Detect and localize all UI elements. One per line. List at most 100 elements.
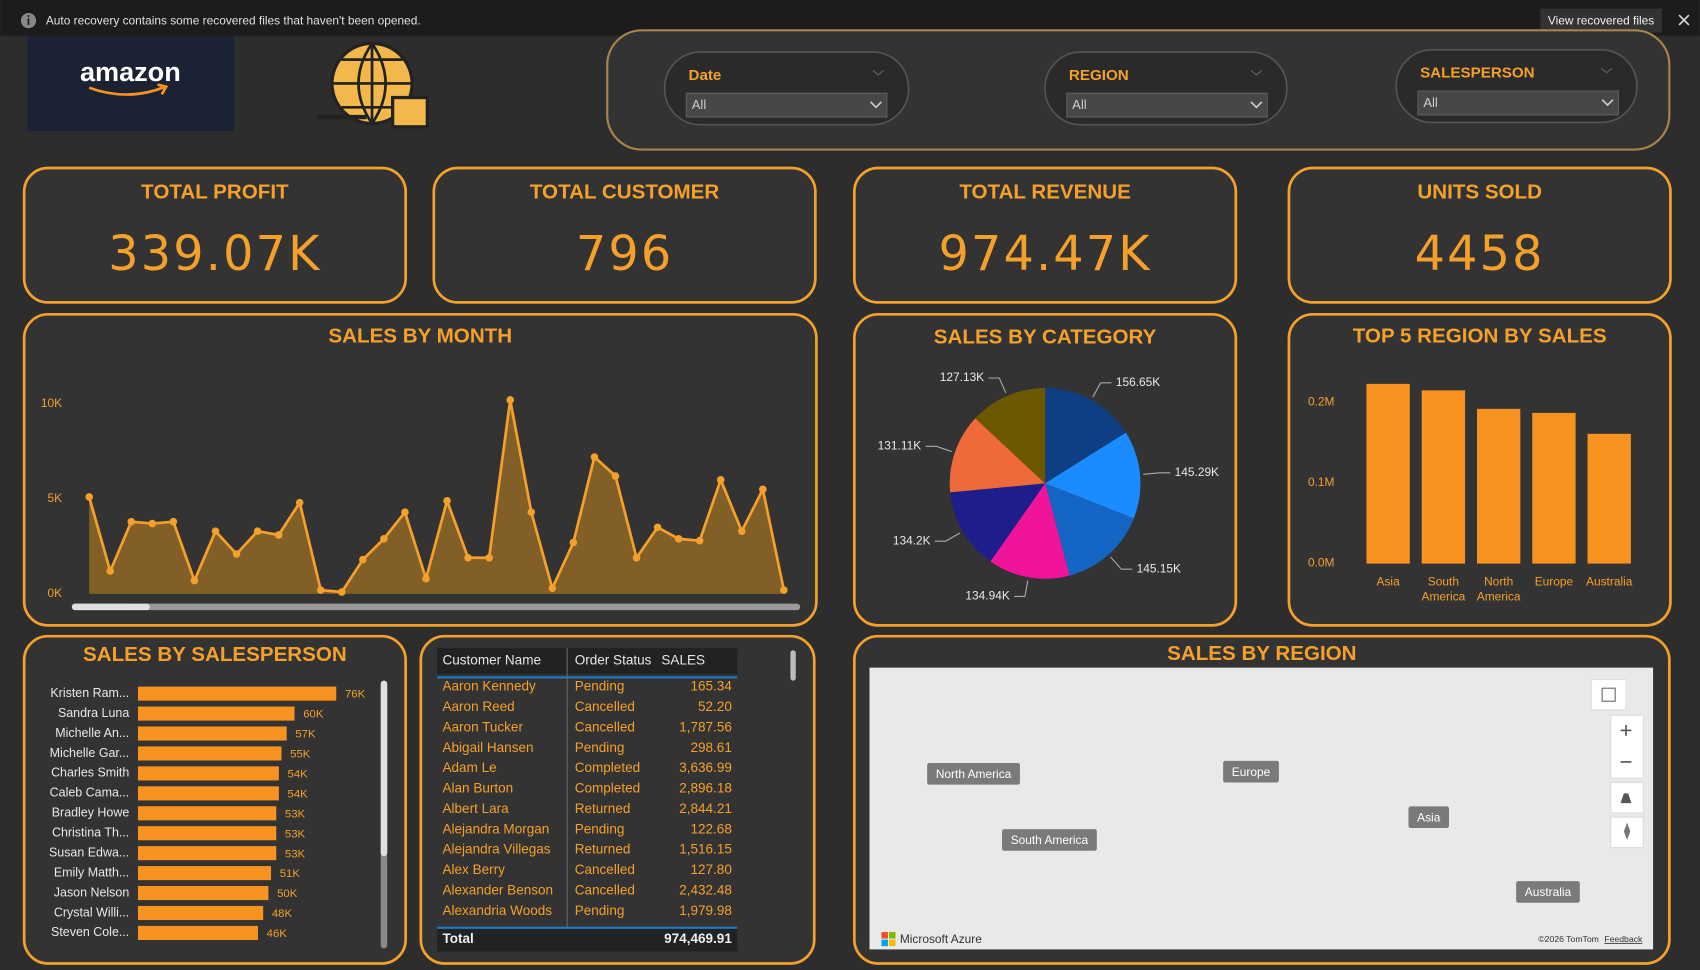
map-control[interactable]	[1610, 781, 1644, 814]
scroll-thumb[interactable]	[71, 603, 150, 611]
tilt-icon	[1620, 793, 1632, 804]
cell: 122.68	[690, 821, 731, 836]
cell: Aaron Kennedy	[442, 679, 536, 694]
filter-chevron	[1600, 67, 1613, 74]
kpi-title: TOTAL PROFIT	[141, 180, 289, 203]
bar	[1476, 408, 1521, 564]
cell: Returned	[575, 801, 631, 816]
kpi-title: TOTAL CUSTOMER	[530, 180, 720, 203]
point	[737, 527, 746, 535]
total-value: 974,469.91	[664, 931, 732, 946]
cell: 127.80	[690, 862, 731, 877]
close-icon[interactable]	[1678, 14, 1690, 26]
filter-chevron	[872, 70, 884, 76]
y-tick-label: 10K	[41, 396, 62, 410]
pie-slice	[1045, 483, 1134, 576]
y-tick-label: Caleb Cama...	[50, 786, 130, 800]
cell: Alexander Benson	[442, 882, 553, 897]
cell: 2,844.21	[679, 801, 732, 816]
cell: Aaron Tucker	[442, 719, 523, 734]
region-marker[interactable]	[1002, 829, 1097, 851]
x-tick-label: Europe	[1534, 575, 1574, 589]
filter-value[interactable]: All	[692, 97, 707, 112]
y-tick-label: 0.2M	[1308, 395, 1334, 409]
kpi-card	[1287, 166, 1672, 304]
bar	[1421, 390, 1466, 564]
leader-line	[1110, 556, 1133, 570]
filter-dropdown[interactable]	[1417, 90, 1619, 116]
cell: Abigail Hansen	[442, 740, 533, 755]
cell: Cancelled	[575, 862, 635, 877]
region-label[interactable]: Australia	[1525, 885, 1572, 899]
bar	[137, 746, 282, 761]
line	[87, 398, 786, 594]
point	[485, 553, 493, 562]
bar	[137, 925, 258, 940]
recover-button-label[interactable]: View recovered files	[1548, 13, 1654, 27]
y-tick-label: Kristen Ram...	[50, 686, 129, 700]
leader-line	[1092, 382, 1112, 398]
cell: 2,896.18	[679, 781, 732, 796]
kpi-value: 339.07K	[108, 227, 321, 282]
map-area[interactable]	[869, 667, 1654, 950]
region-marker[interactable]	[1516, 881, 1580, 903]
map-control[interactable]	[1590, 679, 1627, 711]
data-label: 48K	[272, 908, 293, 920]
chart-title: TOP 5 REGION BY SALES	[1353, 324, 1607, 347]
region-marker[interactable]	[1408, 806, 1450, 829]
info-icon-bar	[27, 18, 30, 25]
column-header: Customer Name	[442, 653, 541, 668]
pie-slice	[975, 388, 1046, 484]
dropdown-chevron	[1250, 101, 1263, 109]
region-marker[interactable]	[1223, 760, 1279, 783]
cell: 52.20	[698, 699, 732, 714]
bar	[1587, 433, 1631, 564]
cell: 165.34	[690, 679, 732, 694]
y-tick-label: Susan Edwa...	[49, 845, 129, 859]
y-tick-label: Crystal Willi...	[54, 905, 129, 919]
point	[106, 567, 115, 575]
cell: Alejandra Morgan	[442, 821, 549, 836]
scroll-thumb[interactable]	[380, 680, 388, 857]
region-marker[interactable]	[927, 762, 1020, 785]
region-label[interactable]: South America	[1011, 833, 1089, 847]
region-label[interactable]: Asia	[1417, 810, 1441, 824]
filter-dropdown[interactable]	[1066, 92, 1268, 118]
point	[127, 517, 136, 526]
y-tick-label: Bradley Howe	[52, 806, 130, 820]
recover-button[interactable]	[1540, 8, 1662, 33]
feedback-link[interactable]: Feedback	[1604, 934, 1643, 944]
filter-label: Date	[689, 67, 722, 84]
map-control[interactable]	[1610, 714, 1644, 779]
bar	[137, 866, 272, 881]
point	[232, 550, 241, 558]
point	[85, 493, 93, 501]
zoom-icons	[1620, 725, 1632, 763]
filter-dropdown[interactable]	[685, 92, 888, 118]
logo-text: amazon	[80, 56, 181, 87]
region-label[interactable]: Europe	[1232, 765, 1271, 779]
ms-logo	[881, 932, 888, 939]
data-label: 54K	[288, 788, 309, 800]
point	[295, 498, 304, 507]
pie-slice	[990, 483, 1070, 579]
point	[422, 574, 430, 583]
data-label: 53K	[285, 848, 306, 860]
bar	[137, 846, 277, 861]
leader-line	[934, 532, 961, 542]
region-label[interactable]: North America	[936, 767, 1012, 781]
info-icon-dot	[27, 15, 30, 17]
point	[506, 396, 515, 404]
filter-value[interactable]: All	[1072, 97, 1087, 112]
bar	[137, 826, 277, 841]
data-label: 53K	[285, 808, 306, 820]
data-label: 57K	[295, 729, 316, 741]
cell: Pending	[575, 740, 625, 755]
filter-value[interactable]: All	[1423, 95, 1438, 110]
cell: 2,432.48	[679, 882, 732, 897]
cell: 1,787.56	[679, 719, 732, 734]
data-label: 134.2K	[893, 533, 931, 547]
pie-slice	[1045, 432, 1141, 519]
compass-icon	[1623, 822, 1631, 840]
cell: 298.61	[690, 740, 731, 755]
